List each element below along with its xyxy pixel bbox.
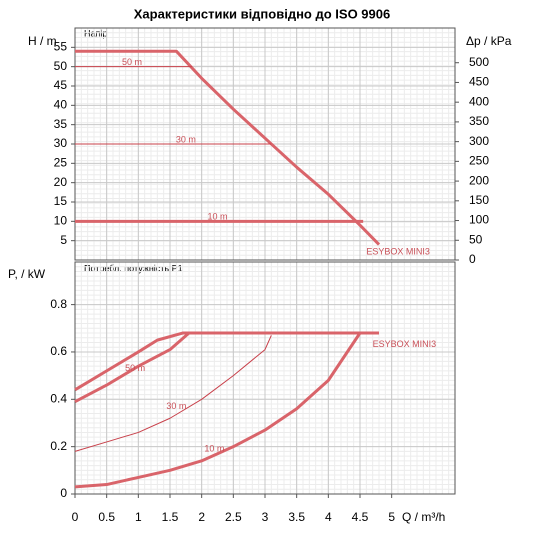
series-line bbox=[74, 335, 272, 452]
y2-tick-label: 250 bbox=[469, 154, 489, 168]
x-tick-label: 4 bbox=[325, 510, 332, 524]
x-tick-label: 0.5 bbox=[98, 510, 115, 524]
series-label: 30 m bbox=[166, 401, 186, 411]
y-tick-label: 45 bbox=[54, 78, 68, 92]
series-label: 10 m bbox=[207, 212, 227, 222]
y2-tick-label: 350 bbox=[469, 114, 489, 128]
y-tick-label: 0.4 bbox=[50, 391, 67, 405]
series-label: 10 m bbox=[204, 443, 224, 453]
y-tick-label: 40 bbox=[54, 98, 68, 112]
y2-tick-label: 450 bbox=[469, 75, 489, 89]
y-tick-label: 0.6 bbox=[50, 344, 67, 358]
y2-tick-label: 500 bbox=[469, 55, 489, 69]
y-tick-label: 55 bbox=[54, 40, 68, 54]
x-tick-label: 2 bbox=[198, 510, 205, 524]
x-tick-label: 3.5 bbox=[288, 510, 305, 524]
y2-tick-label: 0 bbox=[469, 252, 476, 266]
series-line bbox=[75, 49, 381, 246]
y-axis-label: P, / kW bbox=[8, 267, 46, 281]
x-tick-label: 3 bbox=[262, 510, 269, 524]
y-tick-label: 0.2 bbox=[50, 439, 67, 453]
y2-tick-label: 150 bbox=[469, 193, 489, 207]
y2-tick-label: 50 bbox=[469, 232, 483, 246]
x-axis-label: Q / m³/h bbox=[402, 510, 445, 524]
y2-tick-label: 300 bbox=[469, 134, 489, 148]
series-line bbox=[74, 332, 362, 489]
y-tick-label: 15 bbox=[54, 194, 68, 208]
y-tick-label: 20 bbox=[54, 175, 68, 189]
series-line bbox=[74, 331, 379, 392]
y-tick-label: 5 bbox=[60, 233, 67, 247]
series-label: ESYBOX MINI3 bbox=[366, 247, 430, 257]
y-tick-label: 50 bbox=[54, 59, 68, 73]
y-axis-label: H / m bbox=[28, 34, 57, 48]
y-tick-label: 30 bbox=[54, 136, 68, 150]
x-tick-label: 4.5 bbox=[352, 510, 369, 524]
x-tick-label: 5 bbox=[388, 510, 395, 524]
panel-subtitle: Потребл. потужність P1 bbox=[84, 263, 183, 273]
panel-subtitle: Напір bbox=[84, 28, 107, 38]
x-tick-label: 1 bbox=[135, 510, 142, 524]
y2-tick-label: 100 bbox=[469, 213, 489, 227]
series-label: ESYBOX MINI3 bbox=[373, 339, 437, 349]
y-tick-label: 0 bbox=[60, 486, 67, 500]
chart-title: Характеристики відповідно до ISO 9906 bbox=[134, 6, 390, 21]
series-label: 50 m bbox=[122, 57, 142, 67]
series-label: 50 m bbox=[125, 363, 145, 373]
y2-tick-label: 200 bbox=[469, 173, 489, 187]
y2-tick-label: 400 bbox=[469, 94, 489, 108]
y2-axis-label: Δp / kPa bbox=[466, 34, 512, 48]
x-tick-label: 1.5 bbox=[162, 510, 179, 524]
y-tick-label: 25 bbox=[54, 156, 68, 170]
y-tick-label: 10 bbox=[54, 214, 68, 228]
series-label: 30 m bbox=[176, 134, 196, 144]
series-line bbox=[74, 331, 190, 404]
y-tick-label: 35 bbox=[54, 117, 68, 131]
x-tick-label: 0 bbox=[72, 510, 79, 524]
y-tick-label: 0.8 bbox=[50, 297, 67, 311]
x-tick-label: 2.5 bbox=[225, 510, 242, 524]
